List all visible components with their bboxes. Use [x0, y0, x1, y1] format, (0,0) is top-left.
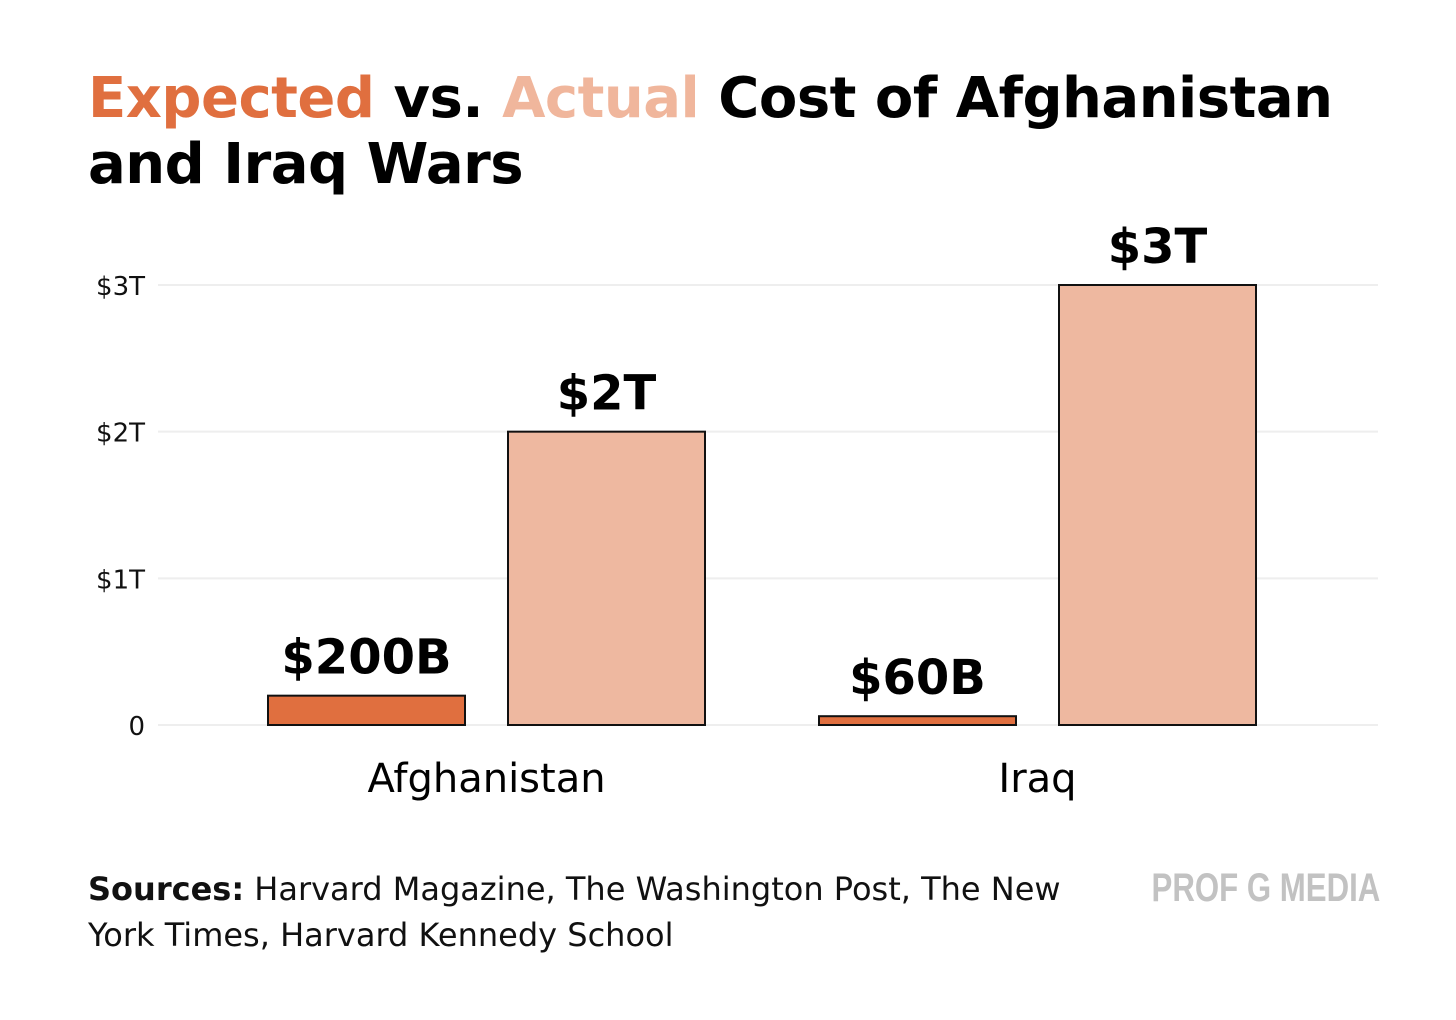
x-category-label: Iraq — [998, 756, 1076, 802]
data-label: $2T — [557, 366, 657, 422]
bar-actual-afghanistan — [507, 430, 706, 726]
sources-label: Sources: — [88, 870, 245, 908]
sources-note: Sources: Harvard Magazine, The Washingto… — [88, 866, 1088, 958]
bar-actual-iraq — [1058, 284, 1257, 726]
y-tick-label: $1T — [96, 565, 145, 595]
chart-title: Expected vs. Actual Cost of Afghanistan … — [88, 66, 1388, 198]
title-expected: Expected — [88, 66, 375, 131]
data-label: $3T — [1108, 219, 1208, 275]
data-label: $60B — [849, 650, 986, 706]
bar-expected-iraq — [818, 715, 1017, 727]
data-label: $200B — [281, 630, 451, 686]
title-vs: vs. — [374, 66, 503, 131]
sources-text: Harvard Magazine, The Washington Post, T… — [88, 870, 1061, 954]
title-rest: Cost of Afghanistan and Iraq Wars — [88, 66, 1333, 197]
y-tick-label: $3T — [96, 272, 145, 302]
bar-chart: 0 $1T $2T $3T $200B $2T Afghanistan $60B $3T Iraq — [96, 219, 1378, 802]
bar-expected-afghanistan — [267, 694, 466, 727]
y-tick-label: 0 — [128, 712, 145, 742]
x-category-label: Afghanistan — [367, 756, 605, 802]
y-tick-label: $2T — [96, 419, 145, 449]
title-actual: Actual — [502, 66, 700, 131]
brand-logo: PROF G MEDIA — [1151, 866, 1380, 910]
